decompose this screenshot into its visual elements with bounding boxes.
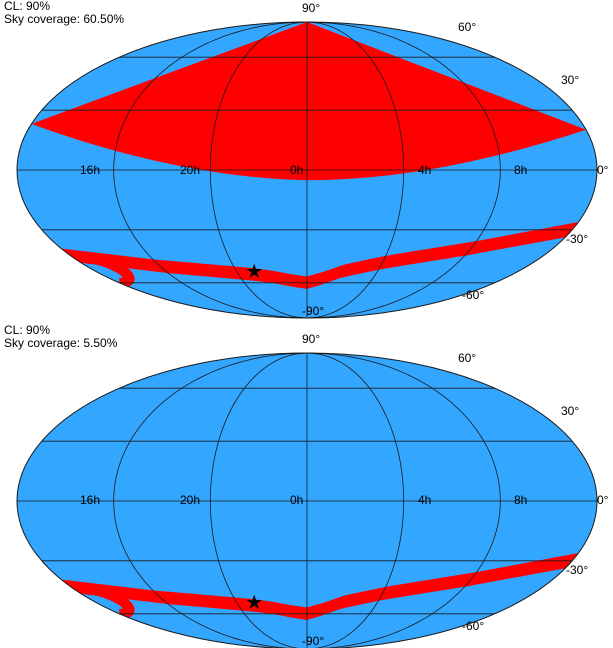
- credible-regions: [61, 553, 579, 620]
- ra-label-20h: 20h: [180, 163, 201, 177]
- ra-label-16h: 16h: [80, 493, 101, 507]
- map-outline: [16, 352, 598, 648]
- ra-label-20h: 20h: [180, 493, 201, 507]
- dec-label-minus60: -60°: [462, 288, 485, 302]
- sky-coverage: Sky coverage: 60.50%: [4, 12, 125, 26]
- mollweide-map: [16, 21, 598, 319]
- dec-label-90: 90°: [302, 1, 321, 15]
- dec-label-minus90: -90°: [302, 304, 325, 318]
- ra-label-0h: 0h: [290, 493, 304, 507]
- ra-label-0h: 0h: [290, 163, 304, 177]
- credible-regions: [31, 22, 587, 289]
- dec-label-minus90: -90°: [302, 634, 325, 648]
- dec-label-0: 0°: [597, 493, 609, 507]
- mollweide-map: [16, 352, 598, 648]
- credible-region-north: [31, 22, 587, 181]
- ra-label-4h: 4h: [418, 493, 432, 507]
- dec-label-minus30: -30°: [566, 563, 589, 577]
- graticule: [17, 21, 597, 319]
- credible-region-band: [61, 222, 579, 289]
- meridian-line: [209, 352, 308, 648]
- ra-label-8h: 8h: [514, 163, 528, 177]
- star-marker-icon: [246, 594, 262, 609]
- meridian-line: [113, 352, 308, 648]
- dec-label-60: 60°: [458, 20, 477, 34]
- ra-label-16h: 16h: [80, 163, 101, 177]
- credible-region-hook: [70, 250, 135, 288]
- credible-region-hook: [70, 581, 135, 619]
- meridian-line: [306, 21, 501, 319]
- dec-label-90: 90°: [302, 332, 321, 346]
- confidence-level: CL: 90%: [4, 0, 51, 13]
- panel-info: CL: 90% Sky coverage: 5.50%: [4, 324, 117, 350]
- dec-label-60: 60°: [458, 351, 477, 365]
- map-outline: [16, 21, 598, 319]
- star-marker-icon: [246, 263, 262, 278]
- credible-region-band: [61, 553, 579, 620]
- dec-label-0: 0°: [597, 163, 609, 177]
- skymap-panel-2: CL: 90% Sky coverage: 5.50% 90° 60° 30° …: [0, 324, 613, 648]
- meridian-line: [113, 21, 308, 319]
- meridian-line: [306, 352, 501, 648]
- dec-label-minus30: -30°: [566, 232, 589, 246]
- ra-label-8h: 8h: [514, 493, 528, 507]
- skymap-panel-1: CL: 90% Sky coverage: 60.50% 90° 60° 30°…: [4, 0, 609, 319]
- meridian-line: [209, 21, 308, 319]
- dec-label-minus60: -60°: [462, 619, 485, 633]
- meridian-line: [306, 352, 405, 648]
- confidence-level: CL: 90%: [4, 323, 51, 337]
- ra-label-4h: 4h: [418, 163, 432, 177]
- meridian-line: [306, 21, 405, 319]
- graticule: [17, 352, 597, 648]
- dec-label-30: 30°: [561, 404, 580, 418]
- dec-label-30: 30°: [561, 73, 580, 87]
- sky-coverage: Sky coverage: 5.50%: [4, 336, 118, 350]
- panel-info: CL: 90% Sky coverage: 60.50%: [4, 0, 124, 26]
